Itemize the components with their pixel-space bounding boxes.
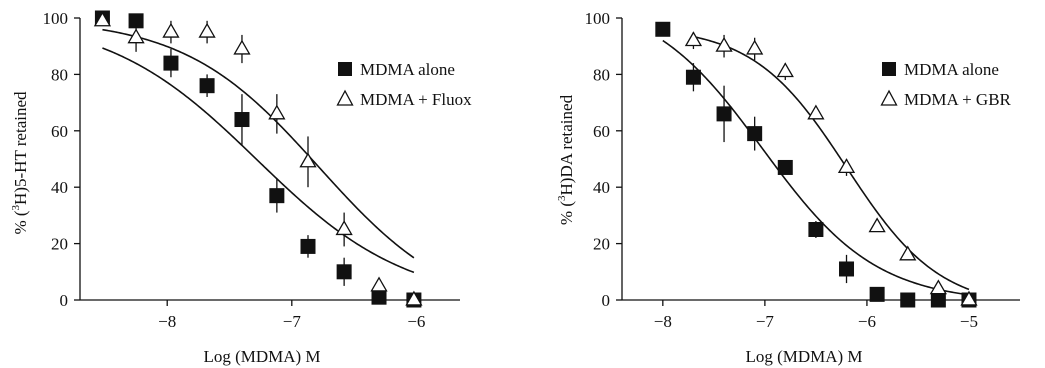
data-point-triangle [198, 22, 216, 38]
y-tick-label: 80 [593, 65, 610, 84]
fit-curve-combo [693, 35, 970, 291]
data-point-triangle [299, 152, 317, 168]
legend-label-mdma-alone: MDMA alone [360, 60, 455, 79]
y-tick-label: 20 [51, 235, 68, 254]
data-point-triangle [837, 158, 856, 174]
x-tick-label: −6 [858, 312, 876, 331]
data-point-square [685, 69, 701, 85]
y-tick-label: 0 [60, 291, 69, 310]
x-tick-label: −5 [960, 312, 978, 331]
legend-marker-mdma-fluox [336, 89, 354, 106]
data-point-square [716, 106, 732, 122]
y-tick-label: 0 [602, 291, 611, 310]
x-tick-label: −8 [158, 312, 176, 331]
data-point-square [869, 286, 885, 302]
data-point-triangle [162, 22, 180, 38]
data-point-triangle [868, 217, 886, 233]
fit-curve-combo [102, 28, 415, 259]
x-axis-title-da: Log (MDMA) M [745, 347, 862, 366]
x-axis-title-5ht: Log (MDMA) M [203, 347, 320, 366]
x-tick-label: −8 [654, 312, 672, 331]
legend-marker-mdma-gbr [880, 89, 898, 106]
fit-curve-alone [662, 39, 970, 296]
data-point-triangle [127, 28, 145, 44]
chart-5ht: % (3H)5-HT retained Log (MDMA) M MDMA al… [10, 9, 472, 366]
data-point-triangle [268, 104, 286, 120]
data-point-square [269, 188, 285, 204]
y-tick-label: 20 [593, 235, 610, 254]
data-point-square [128, 13, 144, 29]
legend-label-mdma-fluox: MDMA + Fluox [360, 90, 472, 109]
data-point-square [371, 289, 387, 305]
legend-marker-mdma-alone [338, 62, 352, 76]
data-point-triangle [715, 36, 733, 52]
fit-curve-alone [102, 47, 415, 274]
data-point-square [777, 159, 793, 175]
y-tick-label: 80 [51, 65, 68, 84]
data-point-triangle [776, 62, 794, 78]
data-point-triangle [233, 39, 251, 55]
y-tick-label: 60 [593, 122, 610, 141]
y-axis-title-5ht: % (3H)5-HT retained [10, 91, 30, 235]
y-tick-label: 40 [51, 178, 68, 197]
data-point-triangle [746, 39, 764, 55]
data-point-triangle [929, 279, 947, 295]
data-point-square [747, 126, 763, 142]
legend-5ht: MDMA alone MDMA + Fluox [336, 60, 472, 109]
data-point-triangle [899, 245, 917, 261]
data-point-triangle [684, 31, 703, 47]
data-point-triangle [370, 276, 388, 292]
data-point-square [163, 55, 179, 71]
data-point-square [900, 292, 916, 308]
legend-label-mdma-alone: MDMA alone [904, 60, 999, 79]
data-point-triangle [807, 104, 825, 120]
data-point-square [808, 222, 824, 237]
data-point-square [930, 292, 946, 308]
y-tick-label: 60 [51, 122, 68, 141]
legend-label-mdma-gbr: MDMA + GBR [904, 90, 1012, 109]
y-tick-label: 100 [43, 9, 69, 28]
data-point-triangle [960, 290, 978, 306]
chart-da: % (3H)DA retained Log (MDMA) M MDMA alon… [556, 9, 1020, 366]
y-axis-title-da: % (3H)DA retained [556, 94, 576, 225]
data-point-square [336, 264, 352, 280]
data-point-triangle [405, 290, 423, 306]
data-point-square [199, 78, 215, 94]
x-tick-label: −7 [283, 312, 302, 331]
data-point-triangle [93, 11, 112, 27]
y-tick-label: 40 [593, 178, 610, 197]
legend-da: MDMA alone MDMA + GBR [880, 60, 1012, 109]
data-point-square [839, 261, 855, 277]
data-point-triangle [335, 220, 353, 236]
x-tick-label: −7 [756, 312, 775, 331]
legend-marker-mdma-alone [882, 62, 896, 76]
x-tick-label: −6 [407, 312, 425, 331]
data-point-square [234, 112, 250, 128]
y-tick-label: 100 [585, 9, 611, 28]
data-point-square [300, 238, 316, 254]
data-point-square [655, 21, 671, 37]
